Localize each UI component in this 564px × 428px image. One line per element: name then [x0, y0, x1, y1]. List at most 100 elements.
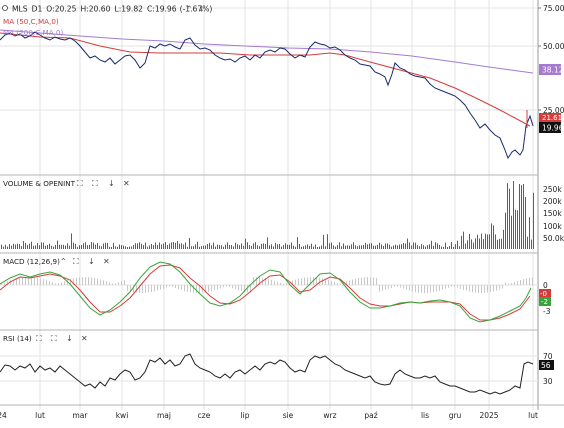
- macd-badge-text: -2: [541, 298, 548, 306]
- macd-histogram-bar: [376, 277, 377, 285]
- macd-histogram-bar: [385, 285, 386, 290]
- volume-bar: [161, 244, 162, 249]
- arrow-down-icon[interactable]: ↓: [198, 5, 205, 14]
- macd-histogram-bar: [19, 277, 20, 285]
- macd-histogram-bar: [103, 280, 104, 285]
- time-tick-label: 24: [0, 411, 7, 420]
- ma50-legend[interactable]: MA (50,C,MA,0): [3, 17, 59, 26]
- volume-bar: [49, 243, 50, 249]
- macd-histogram-bar: [139, 285, 140, 293]
- volume-bar: [529, 217, 530, 249]
- macd-histogram-bar: [190, 285, 191, 293]
- macd-badge: [539, 297, 551, 306]
- move-down-icon[interactable]: ↓: [66, 334, 73, 343]
- ma200-legend[interactable]: MA (200,C,MA,0): [3, 28, 63, 37]
- macd-histogram-bar: [52, 282, 53, 285]
- volume-bar: [229, 244, 230, 249]
- macd-histogram-bar: [484, 285, 485, 293]
- time-tick-label: sie: [283, 411, 294, 420]
- volume-bar: [251, 245, 252, 249]
- volume-bar: [305, 245, 306, 249]
- macd-histogram-bar: [73, 278, 74, 285]
- volume-bar: [515, 209, 516, 249]
- volume-bar: [407, 238, 408, 249]
- move-down-icon[interactable]: ↓: [108, 179, 115, 188]
- volume-bar: [159, 242, 160, 249]
- volume-bar: [425, 246, 426, 249]
- time-tick-label: lis: [421, 411, 429, 420]
- close-icon[interactable]: ✕: [81, 334, 88, 343]
- move-down-icon[interactable]: ↓: [88, 257, 95, 266]
- volume-bar: [459, 246, 460, 249]
- volume-bar: [77, 246, 78, 249]
- volume-bar: [1, 244, 2, 249]
- volume-bar: [15, 244, 16, 249]
- volume-bar: [45, 245, 46, 249]
- macd-histogram-bar: [502, 285, 503, 289]
- volume-bar: [443, 246, 444, 249]
- volume-bar: [527, 236, 528, 249]
- macd-histogram-bar: [79, 277, 80, 285]
- volume-bar: [177, 241, 178, 249]
- volume-bar: [325, 246, 326, 249]
- volume-bar: [135, 243, 136, 249]
- macd-histogram-bar: [82, 277, 83, 285]
- volume-bar: [439, 245, 440, 249]
- collapse-icon[interactable]: ⛶: [50, 334, 57, 343]
- volume-bar: [311, 243, 312, 249]
- expand-icon[interactable]: ⌃: [60, 257, 67, 266]
- macd-histogram-bar: [388, 285, 389, 289]
- volume-bar: [367, 244, 368, 249]
- volume-bar: [83, 243, 84, 249]
- volume-bar: [119, 244, 120, 249]
- volume-bar: [413, 242, 414, 249]
- expand-icon[interactable]: ⛶: [35, 334, 42, 343]
- volume-bar: [381, 244, 382, 249]
- price-pane[interactable]: [0, 7, 538, 160]
- time-tick-label: lut: [35, 411, 45, 420]
- macd-histogram-bar: [100, 279, 101, 285]
- volume-axis: 250k 200k 150k 100k 50.0k: [543, 185, 564, 243]
- macd-histogram-bar: [250, 285, 251, 293]
- macd-histogram-bar: [238, 285, 239, 291]
- macd-histogram-bar: [106, 281, 107, 285]
- macd-histogram-bar: [517, 280, 518, 285]
- macd-histogram-bar: [403, 285, 404, 289]
- volume-bar: [449, 246, 450, 249]
- volume-bar: [475, 238, 476, 249]
- volume-bar: [281, 246, 282, 249]
- macd-histogram-bar: [430, 285, 431, 293]
- collapse-icon[interactable]: ⛶: [72, 257, 79, 266]
- volume-bar: [31, 241, 32, 249]
- collapse-icon[interactable]: ⛶: [91, 179, 98, 188]
- volume-bar: [185, 242, 186, 249]
- volume-bar: [309, 245, 310, 249]
- volume-bar: [469, 233, 470, 249]
- volume-bar: [289, 244, 290, 249]
- macd-histogram-bar: [37, 277, 38, 285]
- macd-histogram-bar: [49, 281, 50, 285]
- macd-histogram-bar: [97, 278, 98, 285]
- volume-bar: [65, 245, 66, 249]
- volume-bar: [187, 246, 188, 249]
- macd-histogram-bar: [364, 277, 365, 285]
- close-icon[interactable]: ✕: [103, 257, 110, 266]
- chevron-up-icon[interactable]: ⌃: [186, 5, 193, 14]
- close-icon[interactable]: ✕: [123, 179, 130, 188]
- volume-bar: [169, 243, 170, 249]
- volume-bar: [25, 242, 26, 249]
- macd-histogram-bar: [136, 285, 137, 293]
- volume-bar: [465, 243, 466, 249]
- macd-histogram-bar: [436, 285, 437, 292]
- expand-icon[interactable]: ⛶: [76, 179, 83, 188]
- macd-histogram-bar: [526, 278, 527, 285]
- macd-histogram-bar: [25, 277, 26, 285]
- volume-bar: [353, 242, 354, 249]
- macd-histogram-bar: [274, 280, 275, 285]
- volume-bar: [265, 244, 266, 249]
- macd-histogram-bar: [292, 280, 293, 285]
- volume-bar: [205, 245, 206, 249]
- volume-bar: [365, 242, 366, 249]
- volume-bar: [109, 246, 110, 249]
